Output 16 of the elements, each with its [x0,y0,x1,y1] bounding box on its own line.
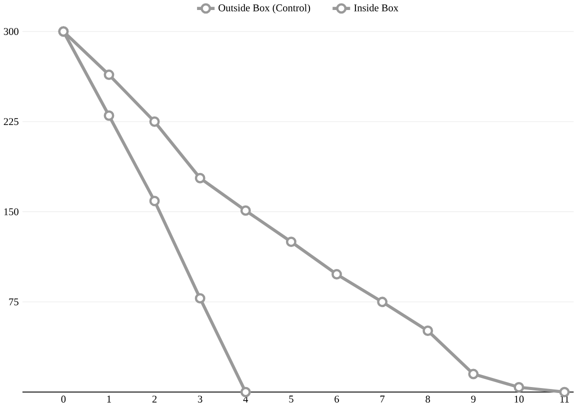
y-tick-label: 225 [4,118,18,126]
x-tick-label: 5 [289,396,294,402]
x-tick-label: 2 [152,396,157,402]
y-tick-label: 150 [4,208,18,216]
x-tick-label: 1 [107,396,111,402]
legend-label: Outside Box (Control) [218,4,310,14]
legend-label: Inside Box [354,4,398,12]
x-tick-label: 7 [380,396,385,402]
y-tick-label: 300 [4,28,18,35]
x-tick-label: 9 [471,396,476,403]
y-tick-label: 75 [9,298,18,306]
x-tick-label: 0 [61,396,66,403]
x-tick-label: 10 [514,396,524,403]
x-tick-label: 6 [334,396,339,403]
x-tick-label: 8 [426,396,430,403]
x-tick-label: 3 [198,396,202,403]
